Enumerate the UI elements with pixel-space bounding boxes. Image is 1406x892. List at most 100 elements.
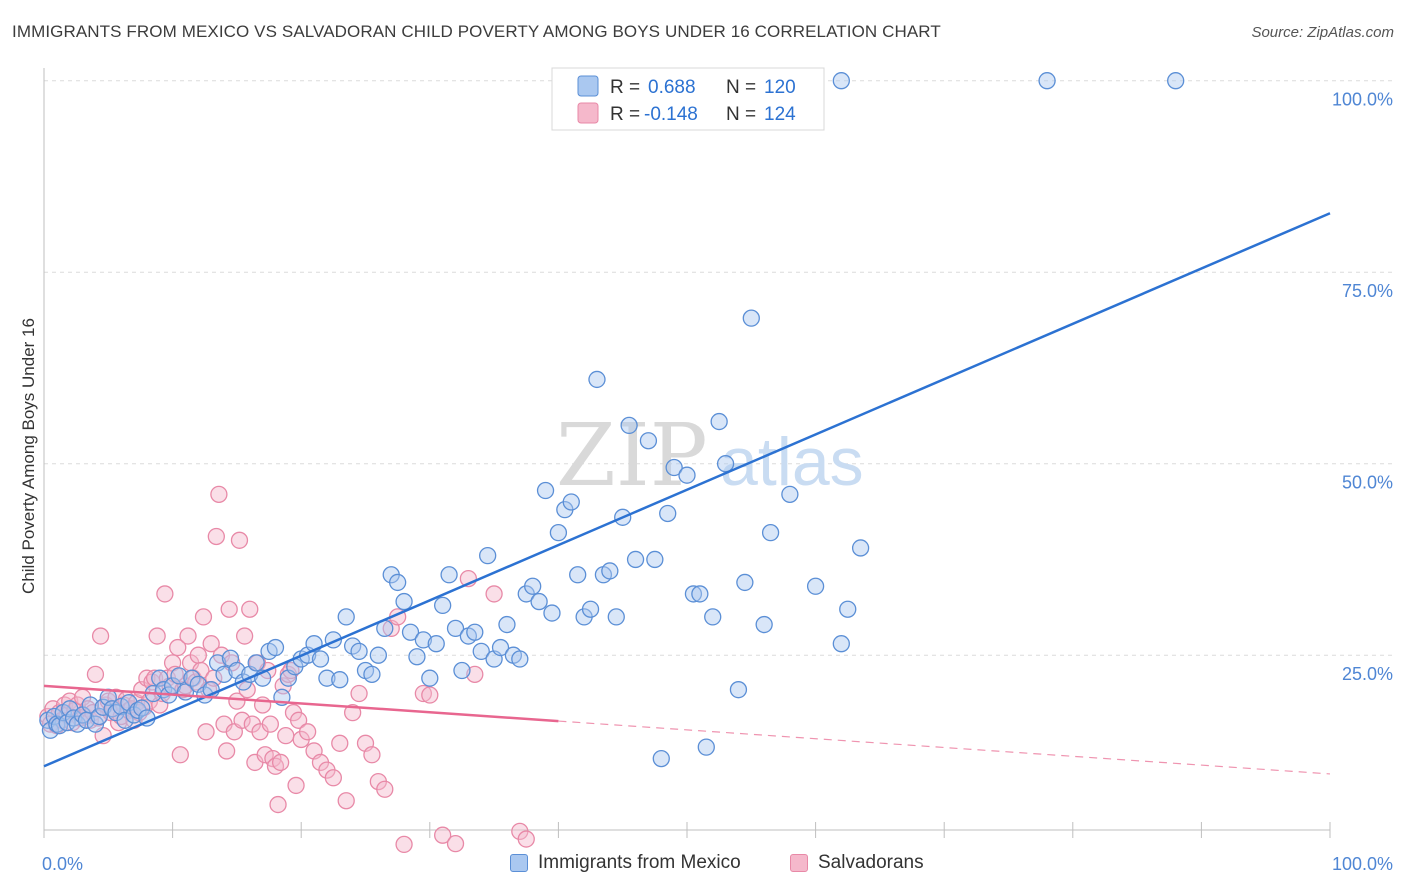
mexico-point: [1038, 72, 1056, 90]
mexico-point: [569, 566, 587, 584]
mexico-point: [684, 585, 703, 603]
mexico-point: [395, 592, 413, 611]
mexico-point: [639, 432, 658, 450]
salvadoran-point: [241, 600, 259, 618]
salvadoran-point: [210, 485, 228, 503]
x-tick-label: 0.0%: [42, 854, 83, 874]
mexico-point: [607, 608, 625, 626]
mexico-point: [479, 546, 497, 565]
salvadoran-point: [233, 711, 251, 729]
legend-item-mexico[interactable]: Immigrants from Mexico: [510, 852, 741, 874]
y-tick-label: 50.0%: [1342, 473, 1393, 493]
mexico-point: [781, 485, 799, 503]
mexico-point: [530, 592, 548, 611]
mexico-point: [851, 539, 870, 557]
salvadoran-point: [421, 686, 439, 704]
salvadoran-point: [324, 769, 343, 787]
salvadoran-point: [466, 665, 484, 683]
salvadoran-point: [230, 531, 249, 549]
mexico-point: [408, 648, 426, 666]
salvadoran-point: [207, 527, 225, 546]
salvadoran-point: [337, 792, 355, 810]
salvadoran-point: [228, 692, 246, 710]
mexico-point: [41, 721, 60, 739]
salvadoran-point: [485, 585, 503, 603]
mexico-point: [839, 600, 857, 618]
salvadoran-point: [148, 627, 166, 645]
mexico-point: [401, 623, 420, 641]
mexico-point: [1167, 72, 1185, 90]
watermark-zip: ZIP: [556, 406, 708, 506]
salvadoran-point: [395, 835, 413, 854]
salvadoran-point: [331, 734, 349, 752]
salvadoran-point: [289, 711, 308, 729]
mexico-point: [189, 675, 207, 693]
salvadoran-point: [446, 834, 465, 853]
legend-label-salvadorans: Salvadorans: [818, 852, 924, 873]
watermark-atlas: atlas: [720, 424, 864, 500]
mexico-point: [331, 671, 349, 689]
salvadoran-point: [169, 638, 187, 657]
mexico-point: [588, 370, 606, 389]
mexico-point: [414, 631, 433, 649]
mexico-point: [337, 608, 355, 626]
mexico-point: [363, 665, 381, 683]
mexico-point: [691, 585, 709, 603]
mexico-point: [549, 523, 568, 542]
legend-n-label-2: N =: [726, 104, 756, 125]
mexico-point: [678, 466, 696, 484]
legend-n-value-1: 120: [764, 77, 796, 98]
mexico-point: [68, 715, 87, 733]
mexico-point: [350, 642, 368, 661]
salvadoran-point: [189, 646, 207, 664]
legend-n-value-2: 124: [764, 104, 796, 125]
salvadoran-point: [350, 684, 368, 703]
mexico-point: [81, 696, 99, 714]
mexico-point: [806, 577, 825, 595]
salvadoran-point: [156, 585, 174, 603]
mexico-point: [697, 738, 715, 756]
salvadoran-point: [86, 665, 105, 683]
mexico-point: [421, 669, 439, 687]
mexico-point: [646, 550, 664, 569]
mexico-point: [498, 615, 516, 634]
salvadoran-point: [194, 608, 213, 626]
mexico-point: [832, 635, 850, 653]
grid-lines: [43, 80, 1392, 838]
source-label: Source: ZipAtlas.com: [1251, 24, 1394, 41]
mexico-point: [562, 493, 580, 511]
mexico-point: [446, 619, 465, 638]
mexico-point: [620, 416, 638, 435]
mexico-point: [832, 72, 850, 90]
y-tick-label: 75.0%: [1342, 281, 1393, 301]
mexico-point: [453, 661, 471, 680]
mexico-point: [536, 481, 555, 500]
mexico-point: [761, 523, 780, 542]
legend-r-value-1: 0.688: [648, 77, 696, 98]
legend-r-label-2: R =: [610, 104, 640, 125]
watermark: ZIP atlas: [556, 406, 864, 506]
mexico-point: [434, 596, 452, 615]
mexico-point: [626, 550, 645, 569]
legend-label-mexico: Immigrants from Mexico: [538, 852, 741, 873]
mexico-point: [491, 638, 510, 657]
mexico-point: [311, 650, 330, 668]
legend-item-salvadorans[interactable]: Salvadorans: [790, 852, 924, 874]
mexico-point: [581, 600, 600, 618]
stats-legend: R = 0.688 N = 120 R = -0.148 N = 124: [551, 67, 825, 131]
salvadoran-point: [271, 753, 290, 772]
salvadoran-point: [261, 715, 279, 733]
salvadoran-point: [363, 746, 381, 764]
trend-lines: [43, 212, 1331, 775]
axes: [43, 68, 1330, 831]
salvadoran-point: [220, 600, 238, 618]
salvadoran-point: [434, 826, 452, 844]
mexico-point: [170, 667, 188, 685]
legend-n-label-1: N =: [726, 77, 756, 98]
tick-labels: 25.0% 50.0% 75.0% 100.0% 0.0% 100.0%: [42, 90, 1393, 874]
x-tick-label: 100.0%: [1332, 854, 1393, 874]
chart-title: IMMIGRANTS FROM MEXICO VS SALVADORAN CHI…: [12, 22, 941, 41]
salvadoran-point: [197, 723, 215, 741]
legend-r-label-1: R =: [610, 77, 640, 98]
